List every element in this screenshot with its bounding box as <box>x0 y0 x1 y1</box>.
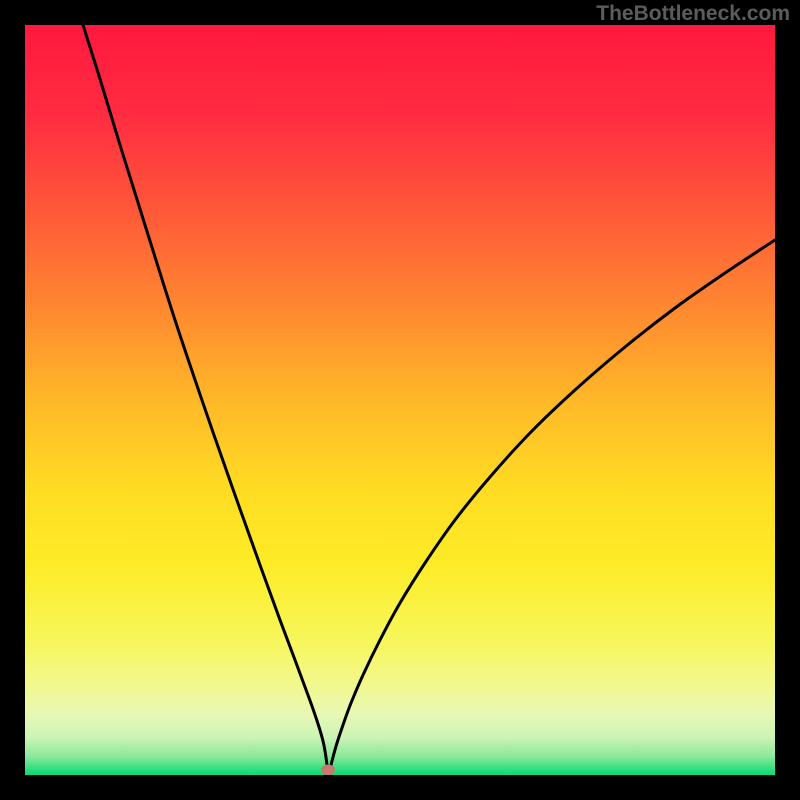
chart-container: TheBottleneck.com <box>0 0 800 800</box>
minimum-marker <box>321 765 335 776</box>
watermark-text: TheBottleneck.com <box>596 2 790 26</box>
chart-svg <box>25 25 775 775</box>
gradient-background <box>25 25 775 775</box>
plot-area <box>25 25 775 775</box>
